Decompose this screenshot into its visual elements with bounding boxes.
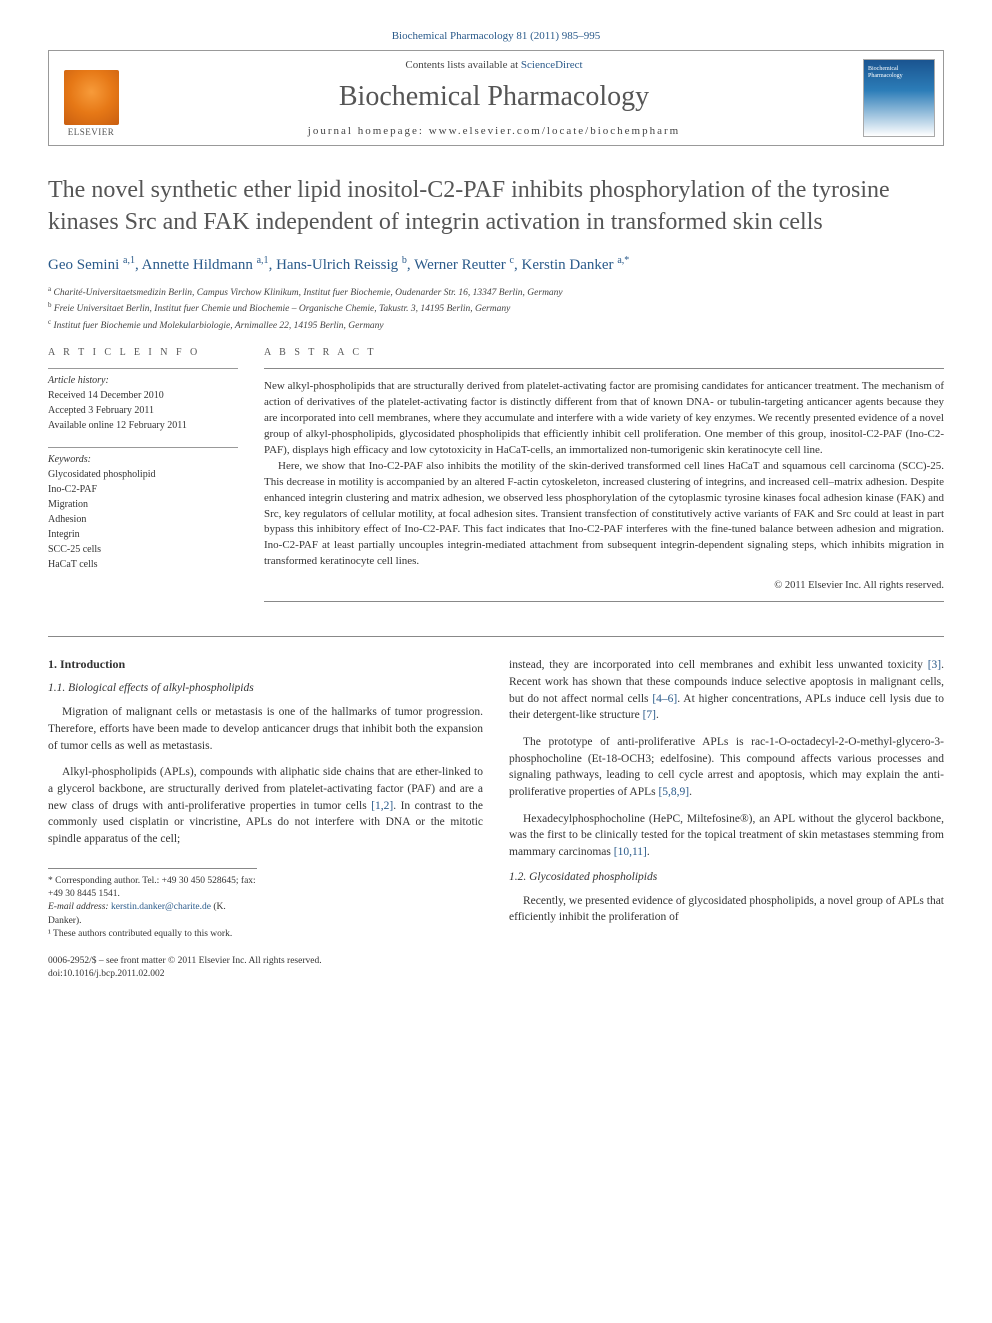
article-history-block: Article history: Received 14 December 20…	[48, 368, 238, 433]
body-para: The prototype of anti-proliferative APLs…	[509, 734, 944, 801]
right-column: instead, they are incorporated into cell…	[509, 657, 944, 981]
left-column: 1. Introduction 1.1. Biological effects …	[48, 657, 483, 981]
keywords-block: Keywords: Glycosidated phospholipidIno-C…	[48, 447, 238, 572]
body-columns: 1. Introduction 1.1. Biological effects …	[48, 657, 944, 981]
citation-header: Biochemical Pharmacology 81 (2011) 985–9…	[48, 30, 944, 42]
affiliations: a Charité-Universitaetsmedizin Berlin, C…	[48, 284, 944, 333]
article-title: The novel synthetic ether lipid inositol…	[48, 174, 944, 239]
journal-header-box: ELSEVIER Contents lists available at Sci…	[48, 50, 944, 146]
body-para: Migration of malignant cells or metastas…	[48, 704, 483, 754]
elsevier-tree-icon	[64, 70, 119, 125]
abstract-p1: New alkyl-phospholipids that are structu…	[264, 379, 944, 459]
history-label: Article history:	[48, 375, 238, 386]
authors-line: Geo Semini a,1, Annette Hildmann a,1, Ha…	[48, 255, 944, 274]
abstract-heading: A B S T R A C T	[264, 347, 944, 358]
contents-prefix: Contents lists available at	[405, 59, 520, 71]
section-1-1-heading: 1.1. Biological effects of alkyl-phospho…	[48, 682, 483, 694]
body-para: Alkyl-phospholipids (APLs), compounds wi…	[48, 764, 483, 847]
body-para: Recently, we presented evidence of glyco…	[509, 893, 944, 926]
article-info-column: A R T I C L E I N F O Article history: R…	[48, 347, 238, 612]
contribution-note: ¹ These authors contributed equally to t…	[48, 928, 257, 941]
abstract-copyright: © 2011 Elsevier Inc. All rights reserved…	[264, 580, 944, 591]
homepage-url: www.elsevier.com/locate/biochempharm	[429, 125, 681, 137]
citation-link[interactable]: [5,8,9]	[658, 786, 689, 798]
journal-homepage: journal homepage: www.elsevier.com/locat…	[125, 125, 863, 137]
journal-name: Biochemical Pharmacology	[125, 81, 863, 113]
citation-link[interactable]: [4–6]	[652, 693, 677, 705]
contents-line: Contents lists available at ScienceDirec…	[125, 59, 863, 71]
abstract-text: New alkyl-phospholipids that are structu…	[264, 379, 944, 570]
front-matter-line: 0006-2952/$ – see front matter © 2011 El…	[48, 955, 483, 982]
elsevier-label: ELSEVIER	[68, 127, 115, 137]
homepage-prefix: journal homepage:	[308, 125, 429, 137]
elsevier-logo: ELSEVIER	[57, 59, 125, 137]
sciencedirect-link[interactable]: ScienceDirect	[521, 59, 583, 71]
keywords-label: Keywords:	[48, 454, 238, 465]
citation-link[interactable]: [1,2]	[371, 800, 393, 812]
section-1-2-heading: 1.2. Glycosidated phospholipids	[509, 871, 944, 883]
footnotes: * Corresponding author. Tel.: +49 30 450…	[48, 868, 257, 941]
section-1-heading: 1. Introduction	[48, 657, 483, 672]
body-para: instead, they are incorporated into cell…	[509, 657, 944, 724]
abstract-column: A B S T R A C T New alkyl-phospholipids …	[264, 347, 944, 612]
citation-link[interactable]: [7]	[643, 709, 656, 721]
email-label: E-mail address:	[48, 902, 109, 912]
article-info-heading: A R T I C L E I N F O	[48, 347, 238, 358]
abstract-p2: Here, we show that Ino-C2-PAF also inhib…	[264, 459, 944, 571]
journal-cover-thumbnail	[863, 59, 935, 137]
citation-link[interactable]: [10,11]	[614, 846, 647, 858]
email-link[interactable]: kerstin.danker@charite.de	[111, 902, 211, 912]
body-para: Hexadecylphosphocholine (HePC, Miltefosi…	[509, 811, 944, 861]
citation-link[interactable]: [3]	[928, 659, 941, 671]
corresponding-author-note: * Corresponding author. Tel.: +49 30 450…	[48, 875, 257, 902]
